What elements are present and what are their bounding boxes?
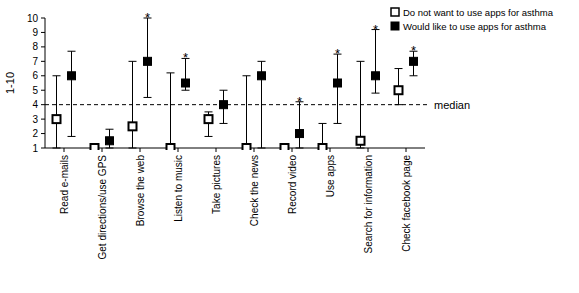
error-bar — [357, 61, 365, 148]
x-tick — [330, 148, 331, 152]
median-marker — [395, 86, 403, 94]
median-marker — [167, 144, 175, 150]
x-tick — [368, 148, 369, 152]
x-tick-label: Check facebook page — [401, 155, 412, 252]
error-bar — [205, 112, 213, 137]
error-bar — [334, 54, 342, 123]
y-tick — [41, 148, 45, 149]
median-marker — [144, 57, 152, 65]
x-tick — [140, 148, 141, 152]
median-marker — [334, 79, 342, 87]
y-tick-label: 9 — [32, 27, 38, 38]
y-tick-label: 1 — [32, 143, 38, 154]
x-tick-label: Take pictures — [211, 155, 222, 214]
y-axis-label: 1-10 — [4, 72, 16, 94]
x-tick — [178, 148, 179, 152]
legend: Do not want to use apps for asthma Would … — [391, 7, 554, 32]
x-tick — [406, 148, 407, 152]
median-marker — [357, 137, 365, 145]
x-tick-label: Browse the web — [135, 155, 146, 227]
y-axis — [45, 18, 46, 148]
median-marker — [281, 144, 289, 150]
error-bar — [144, 18, 152, 97]
error-bar — [106, 129, 114, 148]
error-bar — [220, 90, 228, 123]
y-tick — [41, 61, 45, 62]
y-tick-label: 10 — [27, 13, 39, 24]
median-marker — [106, 137, 114, 145]
median-marker — [319, 144, 327, 150]
y-tick-label: 3 — [32, 114, 38, 125]
significance-marker: * — [183, 50, 188, 65]
significance-marker: * — [297, 94, 302, 109]
median-marker — [296, 130, 304, 138]
x-tick-label: Record video — [287, 155, 298, 214]
median-marker — [182, 79, 190, 87]
y-tick-label: 4 — [32, 99, 38, 110]
x-tick — [64, 148, 65, 152]
y-tick-label: 2 — [32, 128, 38, 139]
y-tick — [41, 32, 45, 33]
y-tick — [41, 90, 45, 91]
error-bar — [68, 51, 76, 136]
legend-label: Do not want to use apps for asthma — [403, 7, 554, 18]
median-marker — [91, 144, 99, 150]
x-tick-label: Check the news — [249, 155, 260, 226]
median-marker — [372, 72, 380, 80]
y-tick-label: 6 — [32, 70, 38, 81]
x-tick — [292, 148, 293, 152]
legend-label: Would like to use apps for asthma — [403, 21, 547, 32]
error-bar — [129, 61, 137, 148]
significance-marker: * — [373, 22, 378, 37]
error-bar — [53, 76, 61, 148]
median-marker — [220, 101, 228, 109]
median-marker — [129, 122, 137, 130]
chart: 1 2 3 4 5 6 7 8 9 10 1-10 Read e-mails Get direction… — [0, 0, 579, 293]
median-marker — [53, 115, 61, 123]
x-tick — [216, 148, 217, 152]
x-tick-label: Get directions/use GPS — [97, 155, 108, 260]
y-tick — [41, 133, 45, 134]
plot-marks — [53, 18, 418, 150]
significance-marker: * — [145, 10, 150, 25]
error-bar — [372, 30, 380, 94]
significance-marker: * — [411, 43, 416, 58]
median-marker — [258, 72, 266, 80]
y-tick — [41, 104, 45, 105]
y-tick — [41, 119, 45, 120]
median-label: median — [434, 99, 470, 111]
x-tick-label: Search for information — [363, 155, 374, 253]
error-bar — [258, 61, 266, 148]
y-tick-label: 7 — [32, 56, 38, 67]
error-bar — [167, 73, 175, 148]
y-tick-label: 5 — [32, 85, 38, 96]
median-marker — [205, 115, 213, 123]
median-marker — [243, 144, 251, 150]
x-tick — [254, 148, 255, 152]
y-tick — [41, 18, 45, 19]
y-tick-label: 8 — [32, 41, 38, 52]
legend-swatch — [391, 22, 399, 30]
x-tick-label: Read e-mails — [59, 155, 70, 214]
error-bar — [395, 69, 403, 105]
median-marker — [410, 57, 418, 65]
x-tick-label: Use apps — [325, 155, 336, 197]
median-marker — [68, 72, 76, 80]
median-line — [45, 104, 430, 105]
y-tick — [41, 46, 45, 47]
y-tick — [41, 75, 45, 76]
x-tick-label: Listen to music — [173, 155, 184, 222]
x-tick — [102, 148, 103, 152]
error-bar — [243, 76, 251, 148]
legend-swatch — [391, 8, 399, 16]
significance-marker: * — [335, 46, 340, 61]
